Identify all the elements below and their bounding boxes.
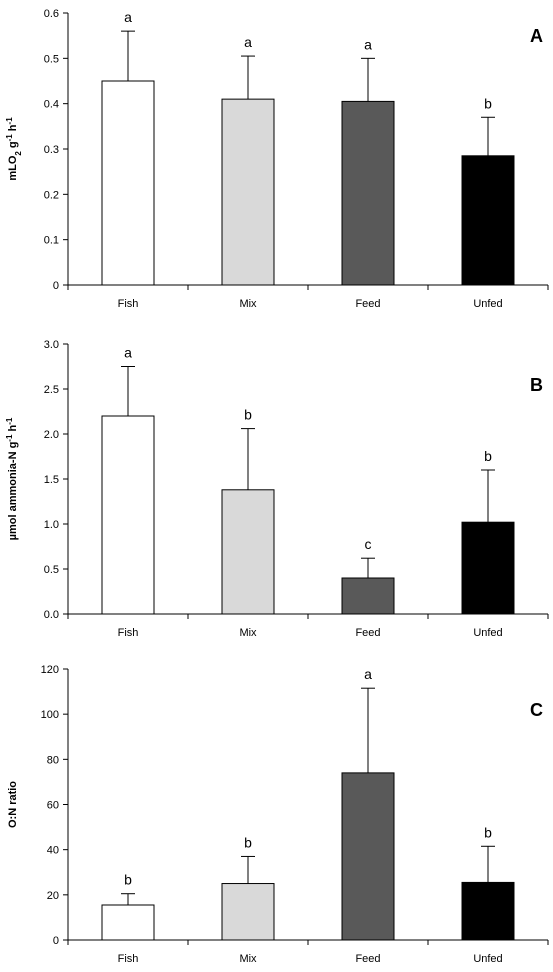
category-label: Unfed	[473, 627, 502, 639]
significance-letter: b	[124, 872, 132, 888]
y-tick-label: 1.0	[44, 519, 59, 531]
panel-label: C	[530, 700, 543, 720]
y-tick-label: 100	[41, 709, 59, 721]
y-tick-label: 20	[47, 890, 59, 902]
y-tick-label: 0.5	[44, 564, 59, 576]
y-tick-label: 0.3	[44, 144, 59, 156]
y-axis-label-part: µmol ammonia-N g	[7, 442, 19, 541]
y-axis-label-part: g	[7, 141, 19, 151]
y-axis-label-part: 2	[14, 151, 23, 156]
panel-a: 0 0.1 0.2 0.3 0.4 0.5 0.6 a Fish a Mix a Feed b Unfed A…	[5, 8, 549, 310]
bar-feed	[341, 772, 395, 941]
bar-unfed	[461, 155, 515, 286]
significance-letter: a	[364, 36, 372, 52]
y-tick-label: 0.5	[44, 53, 59, 65]
y-tick-label: 0.0	[44, 609, 59, 621]
bar-mix	[221, 489, 275, 615]
y-axis-label-part: mLO	[7, 155, 19, 181]
y-tick-label: 40	[47, 845, 59, 857]
y-tick-label: 60	[47, 800, 59, 812]
y-tick-label: 2.0	[44, 429, 59, 441]
y-axis-label: µmol ammonia-N g-1 h-1	[5, 417, 20, 540]
bar-fish	[101, 904, 155, 941]
bar-fish	[101, 80, 155, 286]
panel-label: A	[530, 26, 543, 46]
panel-label: B	[530, 375, 543, 395]
bar-feed	[341, 100, 395, 286]
y-tick-label: 2.5	[44, 384, 59, 396]
y-axis-label: mLO2 g-1 h-1	[5, 117, 23, 181]
significance-letter: b	[484, 448, 492, 464]
y-tick-label: 120	[41, 664, 59, 676]
y-tick-label: 0	[53, 935, 59, 947]
y-axis-label-part: -1	[5, 134, 14, 142]
y-axis-label-part: -1	[5, 434, 14, 442]
y-tick-label: 3.0	[44, 339, 59, 351]
y-axis-label: O:N ratio	[7, 781, 19, 828]
significance-letter: b	[484, 95, 492, 111]
significance-letter: a	[364, 666, 372, 682]
category-label: Fish	[118, 953, 139, 965]
significance-letter: a	[244, 34, 252, 50]
y-tick-label: 0.2	[44, 189, 59, 201]
significance-letter: b	[244, 834, 252, 850]
y-tick-label: 0.4	[44, 99, 59, 111]
bar-unfed	[461, 521, 515, 615]
category-label: Feed	[355, 298, 380, 310]
category-label: Mix	[239, 298, 257, 310]
category-label: Feed	[355, 953, 380, 965]
category-label: Unfed	[473, 298, 502, 310]
bar-feed	[341, 577, 395, 615]
panel-b: 0.0 0.5 1.0 1.5 2.0 2.5 3.0 a Fish b Mix c Feed b Unfe…	[5, 339, 549, 639]
bar-fish	[101, 415, 155, 615]
bar-mix	[221, 98, 275, 286]
panel-c: 0 20 40 60 80 100 120 b Fish b Mix a Feed b Unfed C O:N …	[7, 664, 549, 965]
category-label: Unfed	[473, 953, 502, 965]
category-label: Fish	[118, 298, 139, 310]
y-axis-label-part: h	[7, 425, 19, 435]
significance-letter: a	[124, 9, 132, 25]
y-tick-label: 80	[47, 754, 59, 766]
significance-letter: c	[365, 536, 372, 552]
y-axis-label-part: -1	[5, 117, 14, 125]
category-label: Feed	[355, 627, 380, 639]
y-axis-label-part: O:N ratio	[7, 781, 19, 828]
category-label: Fish	[118, 627, 139, 639]
y-tick-label: 1.5	[44, 474, 59, 486]
y-axis-label-part: -1	[5, 417, 14, 425]
y-tick-label: 0.6	[44, 8, 59, 20]
y-tick-label: 0	[53, 280, 59, 292]
bar-unfed	[461, 881, 515, 941]
significance-letter: b	[244, 407, 252, 423]
significance-letter: b	[484, 824, 492, 840]
y-tick-label: 0.1	[44, 235, 59, 247]
category-label: Mix	[239, 627, 257, 639]
category-label: Mix	[239, 953, 257, 965]
significance-letter: a	[124, 345, 132, 361]
bar-mix	[221, 883, 275, 941]
y-axis-label-part: h	[7, 124, 19, 134]
